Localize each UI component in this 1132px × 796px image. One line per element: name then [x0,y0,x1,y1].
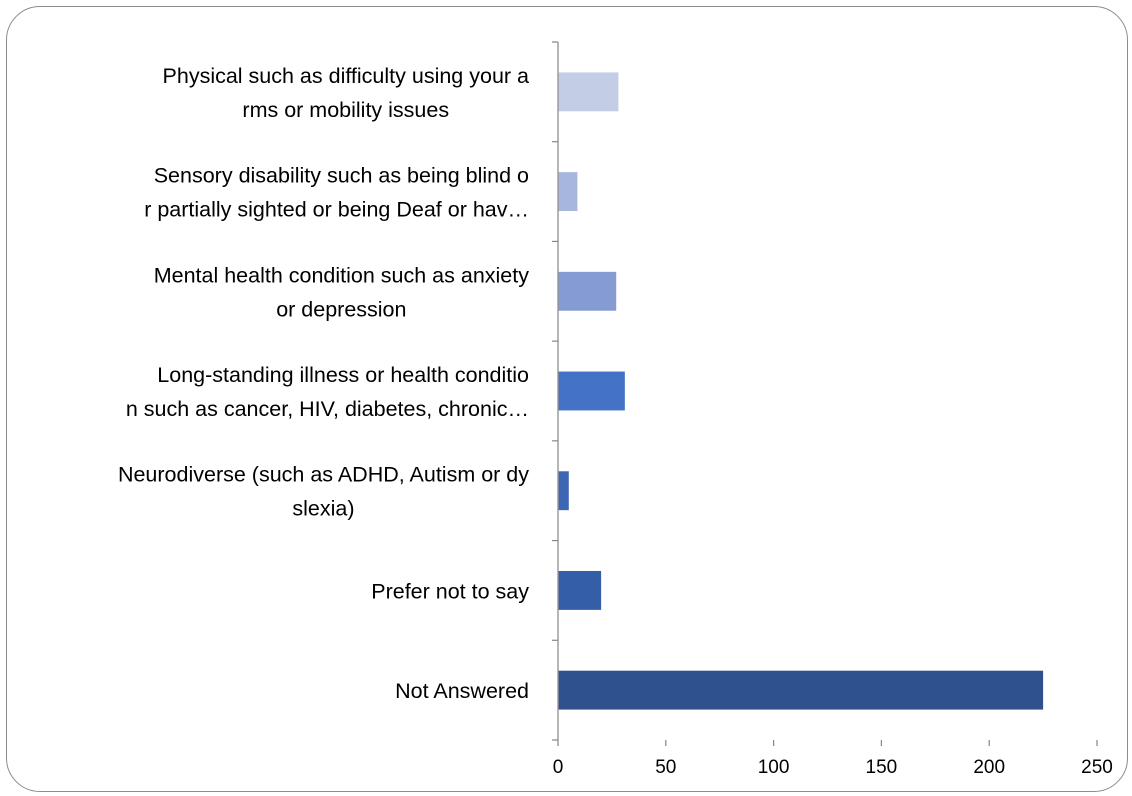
bar-long-standing-illness-or-health-conditio [558,371,625,411]
category-label-line: slexia) [292,497,354,521]
labels-layer: Physical such as difficulty using your a… [118,64,529,703]
category-label-line: Neurodiverse (such as ADHD, Autism or dy [118,463,529,487]
category-label-line: n such as cancer, HIV, diabetes, chronic… [126,397,529,421]
category-label: Long-standing illness or health conditio… [126,363,529,421]
category-label: Not Answered [395,679,529,703]
bars-layer [558,72,1044,710]
value-axis-tick-label: 100 [758,757,790,778]
category-label-line: Physical such as difficulty using your a [163,64,530,88]
category-label-line: r partially sighted or being Deaf or hav… [144,198,529,222]
bar-sensory-disability-such-as-being-blind-o [558,172,578,212]
value-axis-tick-label: 250 [1081,757,1113,778]
value-axis-tick-label: 200 [973,757,1005,778]
category-label: Neurodiverse (such as ADHD, Autism or dy… [118,463,529,521]
value-axis-tick-label: 0 [553,757,564,778]
category-label: Prefer not to say [371,579,529,603]
category-label-line: Sensory disability such as being blind o [154,164,529,188]
bar-neurodiverse-such-as-adhd-autism-or-dy-s [558,471,569,511]
bar-prefer-not-to-say [558,570,602,610]
value-axis-tick-label: 150 [866,757,898,778]
category-label: Sensory disability such as being blind o… [144,164,529,222]
bar-not-answered [558,670,1044,710]
category-label-line: Not Answered [395,679,529,703]
bar-physical-such-as-difficulty-using-your-a [558,72,619,112]
category-label-line: Long-standing illness or health conditio [157,363,529,387]
value-axis-tick-label: 50 [655,757,676,778]
category-label-line: Mental health condition such as anxiety [154,263,530,287]
bar-mental-health-condition-such-as-anxiety- [558,271,617,311]
axis-layer: 0 50 100 150 200 250 [552,41,1113,778]
category-label-line: rms or mobility issues [242,98,449,122]
category-label-line: Prefer not to say [371,579,529,603]
category-label: Physical such as difficulty using your a… [163,64,530,122]
category-label: Mental health condition such as anxiety o… [154,263,530,321]
category-label-line: or depression [276,297,406,321]
